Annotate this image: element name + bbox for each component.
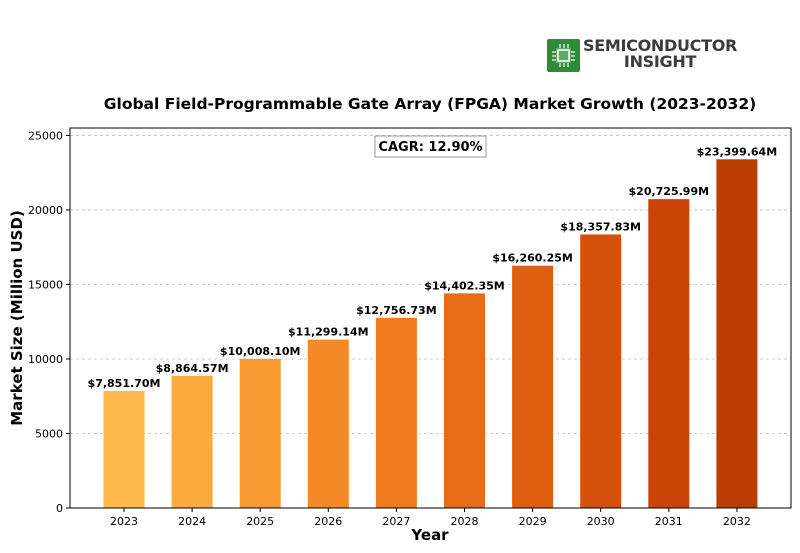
bar-value-label: $23,399.64M [697, 145, 778, 158]
plot-frame [69, 127, 792, 509]
chip-icon [547, 39, 580, 72]
y-tick-label: 15000 [28, 278, 63, 291]
bar-2029 [512, 265, 554, 508]
bar-2026 [307, 339, 349, 508]
bar-value-label: $8,864.57M [156, 362, 229, 375]
x-tick-label: 2031 [655, 515, 683, 528]
bar-value-label: $12,756.73M [356, 304, 437, 317]
x-tick-label: 2024 [178, 515, 206, 528]
y-tick-label: 5000 [35, 427, 63, 440]
cagr-annotation: CAGR: 12.90% [374, 135, 487, 158]
bar-2030 [580, 234, 622, 508]
bar-value-label: $18,357.83M [560, 220, 641, 233]
logo-wordmark: SEMICONDUCTOR INSIGHT [583, 38, 737, 70]
y-tick-label: 25000 [28, 129, 63, 142]
semiconductor-insight-logo: SEMICONDUCTOR INSIGHT [547, 38, 747, 74]
cagr-label: CAGR: 12.90% [378, 140, 482, 155]
bar-value-label: $10,008.10M [220, 345, 301, 358]
y-axis-ticks: 0 5000 10000 15000 20000 25000 [28, 129, 70, 515]
y-tick-label: 0 [56, 502, 63, 515]
y-axis-title: Market Size (Million USD) [8, 210, 26, 426]
bar-value-label: $20,725.99M [629, 185, 710, 198]
bar-value-label: $14,402.35M [424, 279, 505, 292]
logo-line-1: SEMICONDUCTOR [583, 36, 738, 55]
x-tick-label: 2028 [451, 515, 479, 528]
bar-value-label: $16,260.25M [492, 252, 573, 265]
chart-title: Global Field-Programmable Gate Array (FP… [104, 95, 756, 113]
x-tick-label: 2023 [110, 515, 138, 528]
logo-line-2: INSIGHT [623, 52, 697, 71]
x-tick-label: 2026 [314, 515, 342, 528]
x-tick-label: 2030 [587, 515, 615, 528]
bar-value-label: $7,851.70M [88, 377, 161, 390]
bar-2023 [103, 390, 145, 508]
bar-2025 [239, 358, 281, 508]
bar-value-label: $11,299.14M [288, 326, 369, 339]
bar-2028 [444, 293, 485, 508]
cagr-box [374, 135, 487, 158]
y-tick-label: 10000 [28, 353, 63, 366]
bar-2032 [716, 159, 758, 508]
bars [103, 159, 758, 509]
x-tick-label: 2025 [246, 515, 274, 528]
x-tick-label: 2029 [519, 515, 547, 528]
x-axis-ticks: 2023 2024 2025 2026 2027 2028 2029 2030 2031 2032 [110, 508, 751, 528]
bar-2024 [171, 375, 213, 508]
x-axis-title: Year [410, 526, 449, 544]
x-tick-label: 2032 [723, 515, 751, 528]
y-tick-label: 20000 [28, 204, 63, 217]
bar-2027 [375, 317, 417, 508]
x-tick-label: 2027 [382, 515, 410, 528]
bar-value-labels: $7,851.70M $8,864.57M $10,008.10M $11,299.1… [88, 145, 778, 390]
bar-2031 [648, 199, 690, 509]
